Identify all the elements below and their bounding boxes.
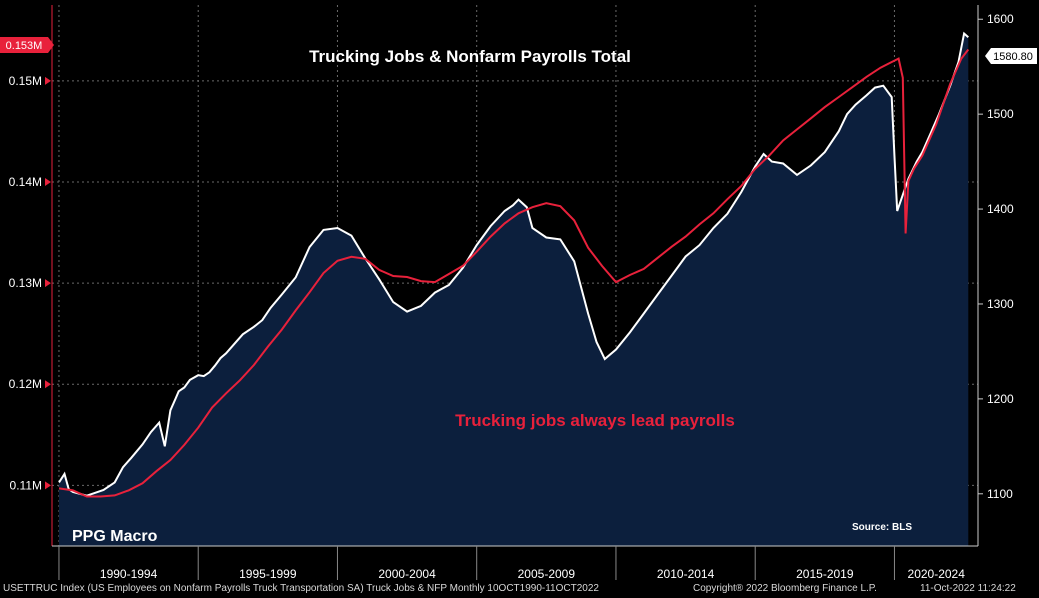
footer-copyright: Copyright® 2022 Bloomberg Finance L.P. <box>693 583 877 594</box>
footer-ticker: USETTRUC Index (US Employees on Nonfarm … <box>3 583 599 594</box>
x-axis-tick-label: 2000-2004 <box>378 567 436 580</box>
right-axis: 1100 1200 1300 1400 1500 1600 <box>977 5 1014 546</box>
left-axis-tick-label: 0.15M <box>9 74 42 88</box>
left-last-value-badge: 0.153M <box>0 37 54 53</box>
right-axis-tick-label: 1300 <box>987 297 1014 311</box>
annotation-text: Trucking jobs always lead payrolls <box>455 411 735 430</box>
left-axis-tick-label: 0.11M <box>10 478 42 492</box>
chart-title: Trucking Jobs & Nonfarm Payrolls Total <box>309 47 631 66</box>
footer-timestamp: 11-Oct-2022 11:24:22 <box>920 583 1016 594</box>
right-axis-tick-label: 1200 <box>987 392 1014 406</box>
left-axis-tick <box>45 177 51 186</box>
right-last-value-badge: 1580.80 <box>985 48 1037 64</box>
x-axis-tick-label: 1990-1994 <box>100 567 158 580</box>
right-axis-tick-label: 1100 <box>987 487 1013 501</box>
x-axis-tick-label: 2005-2009 <box>518 567 576 580</box>
watermark: PPG Macro <box>72 528 158 545</box>
right-last-value: 1580.80 <box>993 51 1033 63</box>
left-axis-tick-label: 0.12M <box>9 377 42 391</box>
right-axis-tick-label: 1400 <box>987 202 1014 216</box>
left-axis-tick <box>45 481 51 490</box>
left-axis-tick-label: 0.13M <box>9 276 42 290</box>
left-axis-tick <box>45 380 51 389</box>
x-axis-tick-label: 2015-2019 <box>796 567 854 580</box>
trucking-area-fill <box>59 33 969 546</box>
source-label: Source: BLS <box>852 522 912 533</box>
nonfarm-payrolls-line <box>58 48 970 498</box>
x-axis-tick-label: 2010-2014 <box>657 567 715 580</box>
left-last-value: 0.153M <box>6 40 43 52</box>
trucking-jobs-line <box>58 31 969 497</box>
x-axis-tick-label: 2020-2024 <box>908 567 966 580</box>
x-axis-tick-label: 1995-1999 <box>239 567 297 580</box>
right-axis-tick-label: 1600 <box>987 12 1014 26</box>
footer-bar: USETTRUC Index (US Employees on Nonfarm … <box>0 580 1039 598</box>
left-axis-tick <box>45 76 51 85</box>
x-axis: 1990-1994 1995-1999 2000-2004 2005-2009 2010… <box>52 545 978 580</box>
left-axis-tick <box>45 279 51 288</box>
right-axis-tick-label: 1500 <box>987 107 1014 121</box>
left-axis-tick-label: 0.14M <box>9 175 42 189</box>
chart-canvas: 0.11M 0.12M 0.13M 0.14M 0.15M 1100 1200 1300 14… <box>0 5 1037 580</box>
left-axis: 0.11M 0.12M 0.13M 0.14M 0.15M <box>9 5 53 546</box>
